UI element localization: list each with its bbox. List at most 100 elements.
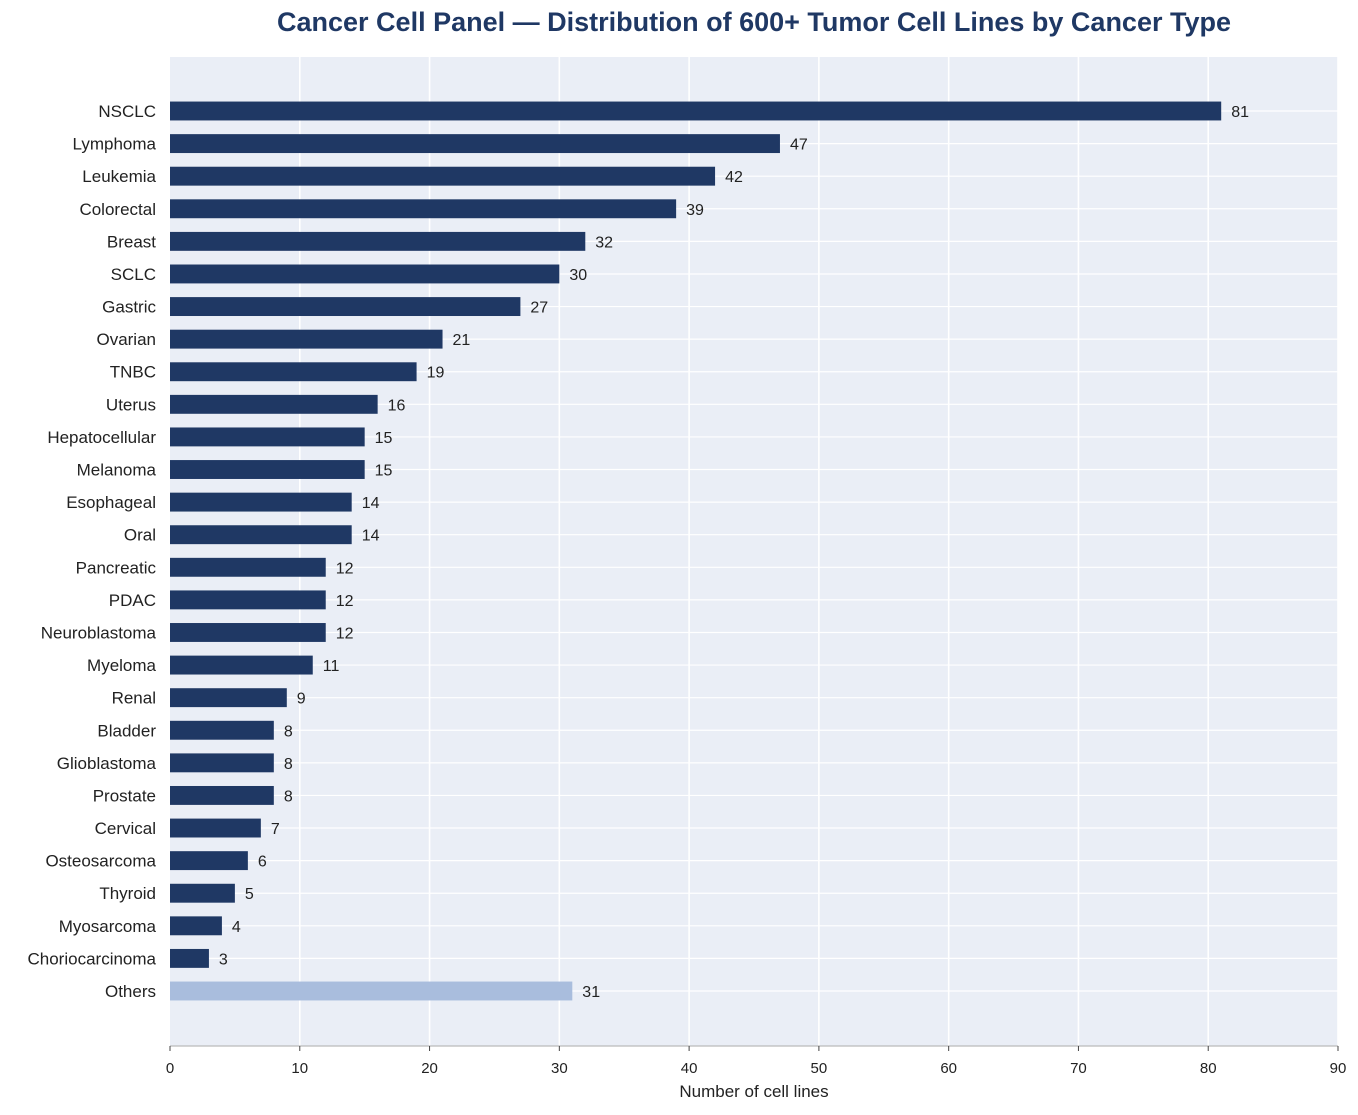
category-label-prostate: Prostate bbox=[93, 786, 156, 805]
bar-melanoma bbox=[170, 460, 365, 479]
category-label-sclc: SCLC bbox=[111, 265, 156, 284]
value-label-nsclc: 81 bbox=[1231, 104, 1249, 121]
category-label-others: Others bbox=[105, 982, 156, 1001]
bar-glioblastoma bbox=[170, 753, 274, 773]
x-tick-label-0: 0 bbox=[166, 1060, 174, 1077]
category-label-lymphoma: Lymphoma bbox=[73, 135, 157, 154]
x-tick-label-30: 30 bbox=[551, 1060, 568, 1077]
category-label-breast: Breast bbox=[107, 232, 156, 251]
category-label-choriocarcinoma: Choriocarcinoma bbox=[28, 949, 157, 968]
bar-oral bbox=[170, 525, 352, 545]
category-label-tnbc: TNBC bbox=[110, 363, 156, 382]
x-tick-label-70: 70 bbox=[1070, 1060, 1087, 1077]
bar-nsclc bbox=[170, 101, 1222, 121]
bar-hepatocellular bbox=[170, 427, 365, 447]
category-label-uterus: Uterus bbox=[106, 395, 156, 414]
bar-pdac bbox=[170, 590, 326, 610]
value-label-neuroblastoma: 12 bbox=[336, 625, 354, 642]
category-label-ovarian: Ovarian bbox=[96, 330, 156, 349]
category-label-osteosarcoma: Osteosarcoma bbox=[45, 852, 156, 871]
value-label-pdac: 12 bbox=[336, 593, 354, 610]
value-label-osteosarcoma: 6 bbox=[258, 854, 267, 871]
category-label-thyroid: Thyroid bbox=[99, 884, 156, 903]
bar-tnbc bbox=[170, 362, 417, 382]
value-label-hepatocellular: 15 bbox=[375, 430, 393, 447]
category-label-nsclc: NSCLC bbox=[98, 102, 156, 121]
value-label-bladder: 8 bbox=[284, 723, 293, 740]
bar-leukemia bbox=[170, 166, 716, 186]
value-label-choriocarcinoma: 3 bbox=[219, 951, 228, 968]
value-label-esophageal: 14 bbox=[362, 495, 380, 512]
bar-renal bbox=[170, 688, 287, 708]
category-label-pdac: PDAC bbox=[109, 591, 156, 610]
value-label-pancreatic: 12 bbox=[336, 560, 354, 577]
chart-title: Cancer Cell Panel — Distribution of 600+… bbox=[277, 7, 1231, 37]
bar-choriocarcinoma bbox=[170, 948, 209, 968]
value-label-thyroid: 5 bbox=[245, 886, 254, 903]
plot-background bbox=[170, 57, 1338, 1046]
bar-breast bbox=[170, 231, 586, 251]
bar-osteosarcoma bbox=[170, 851, 248, 871]
value-label-gastric: 27 bbox=[530, 300, 548, 317]
bar-uterus bbox=[170, 394, 378, 414]
bar-lymphoma bbox=[170, 134, 780, 154]
y-axis-labels: NSCLC Lymphoma Leukemia Colorectal Breast SCL… bbox=[28, 102, 157, 1001]
bar-neuroblastoma bbox=[170, 623, 326, 642]
category-label-gastric: Gastric bbox=[102, 298, 156, 317]
category-label-neuroblastoma: Neuroblastoma bbox=[41, 623, 157, 642]
bar-myeloma bbox=[170, 655, 313, 675]
value-label-myeloma: 11 bbox=[323, 658, 340, 675]
value-label-sclc: 30 bbox=[569, 267, 587, 284]
value-labels: 8147423932302721191615151414121212119888… bbox=[219, 104, 1249, 1001]
bar-ovarian bbox=[170, 329, 443, 349]
value-label-breast: 32 bbox=[595, 234, 613, 251]
value-label-renal: 9 bbox=[297, 691, 306, 708]
x-axis-ticks: 0 10 20 30 40 50 60 70 80 90 bbox=[166, 1046, 1347, 1077]
value-label-others: 31 bbox=[582, 984, 600, 1001]
bar-myosarcoma bbox=[170, 916, 222, 936]
bar-esophageal bbox=[170, 492, 352, 512]
category-label-hepatocellular: Hepatocellular bbox=[47, 428, 156, 447]
x-tick-label-10: 10 bbox=[291, 1060, 308, 1077]
category-label-colorectal: Colorectal bbox=[79, 200, 156, 219]
bar-pancreatic bbox=[170, 557, 326, 577]
category-label-myosarcoma: Myosarcoma bbox=[59, 917, 157, 936]
bar-sclc bbox=[170, 264, 560, 284]
bar-thyroid bbox=[170, 883, 235, 903]
x-tick-label-60: 60 bbox=[940, 1060, 957, 1077]
value-label-tnbc: 19 bbox=[427, 365, 445, 382]
category-label-renal: Renal bbox=[112, 689, 156, 708]
bar-cervical bbox=[170, 818, 261, 838]
category-label-pancreatic: Pancreatic bbox=[76, 558, 157, 577]
x-tick-label-80: 80 bbox=[1200, 1060, 1217, 1077]
value-label-uterus: 16 bbox=[388, 397, 406, 414]
value-label-ovarian: 21 bbox=[453, 332, 471, 349]
value-label-leukemia: 42 bbox=[725, 169, 743, 186]
bar-colorectal bbox=[170, 199, 677, 219]
category-label-bladder: Bladder bbox=[97, 721, 156, 740]
value-label-oral: 14 bbox=[362, 528, 380, 545]
x-tick-label-90: 90 bbox=[1330, 1060, 1347, 1077]
category-label-esophageal: Esophageal bbox=[66, 493, 156, 512]
bar-gastric bbox=[170, 297, 521, 317]
value-label-colorectal: 39 bbox=[686, 202, 704, 219]
category-label-glioblastoma: Glioblastoma bbox=[57, 754, 157, 773]
category-label-leukemia: Leukemia bbox=[82, 167, 156, 186]
bar-others bbox=[170, 981, 573, 1001]
value-label-myosarcoma: 4 bbox=[232, 919, 241, 936]
x-axis-label: Number of cell lines bbox=[679, 1082, 828, 1101]
category-label-myeloma: Myeloma bbox=[87, 656, 157, 675]
bar-prostate bbox=[170, 785, 274, 805]
x-tick-label-40: 40 bbox=[681, 1060, 698, 1077]
category-label-melanoma: Melanoma bbox=[77, 461, 157, 480]
bars bbox=[170, 101, 1222, 1001]
category-label-cervical: Cervical bbox=[95, 819, 156, 838]
x-tick-label-20: 20 bbox=[421, 1060, 438, 1077]
value-label-prostate: 8 bbox=[284, 788, 293, 805]
value-label-glioblastoma: 8 bbox=[284, 756, 293, 773]
x-tick-label-50: 50 bbox=[811, 1060, 828, 1077]
bar-bladder bbox=[170, 720, 274, 740]
value-label-lymphoma: 47 bbox=[790, 137, 808, 154]
